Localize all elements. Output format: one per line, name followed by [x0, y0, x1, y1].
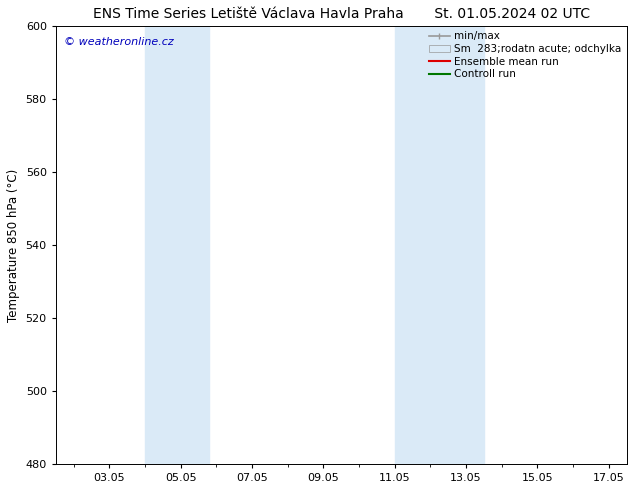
Bar	[145, 26, 209, 464]
Text: © weatheronline.cz: © weatheronline.cz	[64, 37, 174, 47]
Bar	[395, 26, 484, 464]
Y-axis label: Temperature 850 hPa (°C): Temperature 850 hPa (°C)	[7, 169, 20, 322]
Title: ENS Time Series Letiště Václava Havla Praha       St. 01.05.2024 02 UTC: ENS Time Series Letiště Václava Havla Pr…	[93, 7, 590, 21]
Legend: min/max, Sm  283;rodatn acute; odchylka, Ensemble mean run, Controll run: min/max, Sm 283;rodatn acute; odchylka, …	[427, 29, 623, 81]
